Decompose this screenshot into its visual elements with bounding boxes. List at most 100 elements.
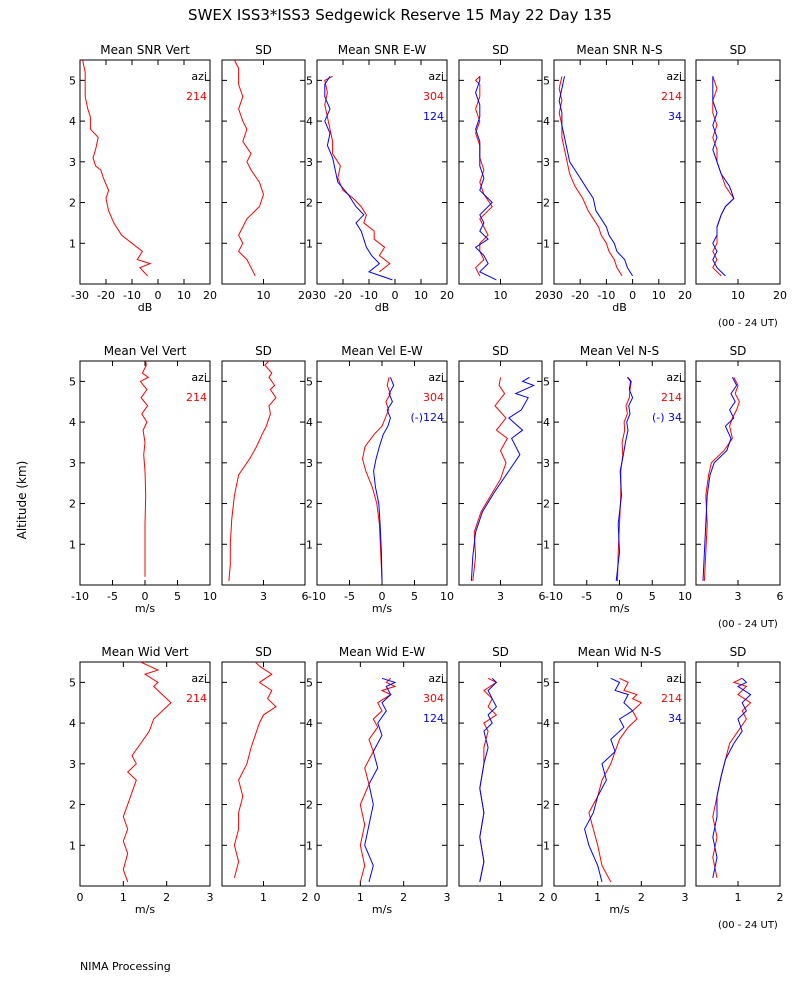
panel-r1c0-series-red-line: [139, 360, 150, 577]
panel-r0c1-xtick-label: 20: [298, 289, 312, 302]
panel-r0c0-title: Mean SNR Vert: [100, 43, 190, 57]
panel-r0c0-series-red-line: [82, 59, 152, 277]
panel-r1c2-ytick-label: 3: [306, 457, 313, 470]
panel-r0c5-series-red-line: [712, 76, 735, 277]
panel-r0c0-xtick-label: -20: [97, 289, 115, 302]
panel-r1c1-xtick-label: 3: [260, 590, 267, 603]
panel-r0c4-frame: [553, 59, 686, 285]
panel-r1c4-xlabel: m/s: [609, 602, 629, 615]
panel-r2c0-title: Mean Wid Vert: [101, 645, 188, 659]
panel-r0c4-xtick-label: -30: [545, 289, 563, 302]
panel-r1c0-ytick-label: 1: [69, 538, 76, 551]
panel-r2c5-series-blue-line: [712, 677, 752, 879]
panel-r1c0-xtick-label: 10: [203, 590, 217, 603]
time-range-label-row2: (00 - 24 UT): [718, 619, 778, 630]
panel-r1c0-legend-header: azi: [191, 371, 207, 384]
panel-r2c2-legend-item: 124: [423, 712, 444, 725]
panel-r2c2-ytick-label: 5: [306, 676, 313, 689]
panel-r1c0-ytick-label: 4: [69, 416, 76, 429]
panel-r2c3-title: SD: [492, 645, 509, 659]
panel-r0c4-legend-header: azi: [666, 70, 682, 83]
panel-r2c0-xtick-label: 0: [77, 891, 84, 904]
panel-r2c1-series-red-line: [233, 661, 277, 879]
panel-r1c3-xtick-label: 3: [497, 590, 504, 603]
panel-r1c0-xtick-label: -5: [107, 590, 118, 603]
panel-r2c3-xtick-label: 1: [497, 891, 504, 904]
panel-r0c2-xtick-label: 20: [440, 289, 454, 302]
panel-r2c4-ytick-label: 2: [543, 799, 550, 812]
panel-r2c1-xtick-label: 1: [260, 891, 267, 904]
panel-r2c0-xtick-label: 3: [207, 891, 214, 904]
panel-r2c4-ytick-label: 1: [543, 839, 550, 852]
panel-r0c4-xtick-label: -20: [571, 289, 589, 302]
panel-r0c1-xtick-label: 10: [257, 289, 271, 302]
panel-r1c2-xtick-label: 0: [379, 590, 386, 603]
panel-r2c0-ytick-label: 1: [69, 839, 76, 852]
panel-r1c4-xtick-label: 10: [678, 590, 692, 603]
panel-r0c0-ytick-label: 4: [69, 115, 76, 128]
panel-r0c2-ytick-label: 5: [306, 74, 313, 87]
panel-r0c2-ytick-label: 4: [306, 115, 313, 128]
panel-r0c2-series-blue-line: [324, 76, 393, 281]
panel-r1c2-xtick-label: 5: [411, 590, 418, 603]
panel-r0c0-xtick-label: 20: [203, 289, 217, 302]
panel-r0c5-frame: [695, 59, 781, 285]
panel-r0c1-series-red-line: [233, 59, 265, 277]
panel-r0c1-frame: [221, 59, 306, 285]
panel-r0c4-legend-item: 214: [661, 90, 682, 103]
panel-r1c4-legend-item: (-) 34: [652, 411, 682, 424]
panel-r0c2-ytick-label: 2: [306, 197, 313, 210]
panel-r1c2-xtick-label: -5: [344, 590, 355, 603]
panel-r2c2-xtick-label: 2: [400, 891, 407, 904]
panel-r0c4-xlabel: dB: [612, 301, 627, 314]
panel-r0c5-series-blue-line: [712, 76, 735, 277]
panel-r0c2-xtick-label: 0: [392, 289, 399, 302]
panel-r1c4-xtick-label: 0: [616, 590, 623, 603]
panel-r2c1-title: SD: [255, 645, 272, 659]
panel-r1c4-ytick-label: 2: [543, 498, 550, 511]
panel-r2c0-frame: [79, 661, 211, 887]
panel-r0c0-legend-header: azi: [191, 70, 207, 83]
panel-r2c4-ytick-label: 3: [543, 758, 550, 771]
panel-r2c4-legend-item: 214: [661, 692, 682, 705]
panel-r1c3-xtick-label: 6: [539, 590, 546, 603]
panel-r0c0-ytick-label: 1: [69, 237, 76, 250]
panel-r2c4-legend-item: 34: [668, 712, 682, 725]
panel-r1c2-ytick-label: 5: [306, 375, 313, 388]
panel-r0c4-ytick-label: 1: [543, 237, 550, 250]
panel-r2c4-frame: [553, 661, 686, 887]
panel-r1c1-series-red-line: [228, 360, 277, 581]
panel-r0c0-ytick-label: 2: [69, 197, 76, 210]
panel-r2c4-xlabel: m/s: [609, 903, 629, 916]
panel-r0c4-title: Mean SNR N-S: [576, 43, 662, 57]
panel-r1c0-ytick-label: 2: [69, 498, 76, 511]
panel-r1c2-xtick-label: 10: [440, 590, 454, 603]
panel-r2c4-xtick-label: 3: [682, 891, 689, 904]
panel-r1c5-title: SD: [730, 344, 747, 358]
panel-r1c0-xtick-label: 0: [142, 590, 149, 603]
panel-r1c2-legend-item: 304: [423, 391, 444, 404]
panel-r1c1-title: SD: [255, 344, 272, 358]
panel-r0c2-xlabel: dB: [375, 301, 390, 314]
panel-r1c2-xtick-label: -10: [308, 590, 326, 603]
panel-r0c2-xtick-label: -20: [334, 289, 352, 302]
panel-r2c3-series-blue-line: [479, 677, 498, 882]
panel-r1c4-legend-item: 214: [661, 391, 682, 404]
panel-r1c0-ytick-label: 3: [69, 457, 76, 470]
panel-r0c4-legend-item: 34: [668, 110, 682, 123]
panel-r1c4-ytick-label: 3: [543, 457, 550, 470]
panel-r0c4-series-red-line: [558, 76, 623, 277]
panel-r2c4-ytick-label: 5: [543, 676, 550, 689]
panel-r0c3-title: SD: [492, 43, 509, 57]
panel-r2c5-xtick-label: 2: [777, 891, 784, 904]
panel-r1c1-frame: [221, 360, 306, 586]
panel-r2c1-frame: [221, 661, 306, 887]
panel-r1c0-legend-item: 214: [186, 391, 207, 404]
panel-r2c2-ytick-label: 2: [306, 799, 313, 812]
panel-r1c0-xtick-label: 5: [174, 590, 181, 603]
panel-r2c4-ytick-label: 4: [543, 717, 550, 730]
panel-r1c4-series-blue-line: [615, 376, 634, 581]
panel-r2c4-xtick-label: 2: [638, 891, 645, 904]
panel-r2c4-title: Mean Wid N-S: [578, 645, 662, 659]
